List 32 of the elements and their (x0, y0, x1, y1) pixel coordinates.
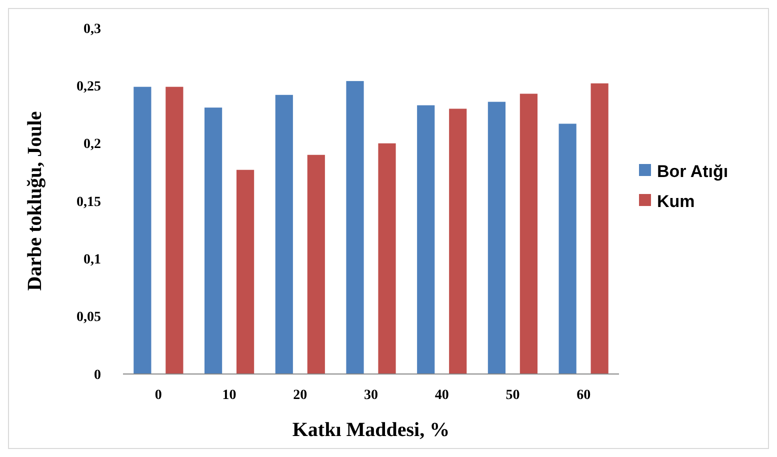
bar (307, 154, 325, 374)
bar (275, 94, 293, 374)
x-tick-label: 0 (154, 388, 162, 403)
bar (488, 102, 506, 374)
y-axis-title: Darbe tokluğu, Joule (24, 111, 46, 291)
bar (204, 108, 222, 374)
bar (520, 94, 538, 374)
y-tick-label: 0,05 (76, 310, 101, 326)
legend-label: Bor Atığı (657, 162, 728, 181)
x-tick-label: 60 (576, 388, 591, 403)
bar (134, 86, 152, 374)
x-tick-label: 20 (293, 388, 308, 403)
bar (417, 105, 435, 374)
bar (346, 81, 364, 374)
bar (378, 143, 396, 374)
x-axis-title: Katkı Maddesi, % (292, 419, 450, 441)
bar (166, 86, 184, 374)
y-tick-label: 0,2 (84, 137, 101, 152)
x-tick-label: 40 (434, 388, 449, 403)
y-tick-label: 0,3 (84, 22, 101, 37)
bar (449, 108, 467, 374)
legend-label: Kum (657, 192, 695, 211)
y-tick-label: 0 (94, 368, 101, 383)
bar (590, 83, 608, 374)
y-tick-label: 0,25 (76, 80, 101, 95)
y-tick-label: 0,1 (84, 252, 101, 268)
x-tick-label: 50 (506, 388, 520, 403)
x-tick-label: 10 (222, 388, 236, 403)
x-tick-label: 30 (364, 388, 378, 403)
bar (558, 124, 576, 374)
y-tick-label: 0,15 (76, 194, 101, 210)
bar (236, 170, 254, 374)
